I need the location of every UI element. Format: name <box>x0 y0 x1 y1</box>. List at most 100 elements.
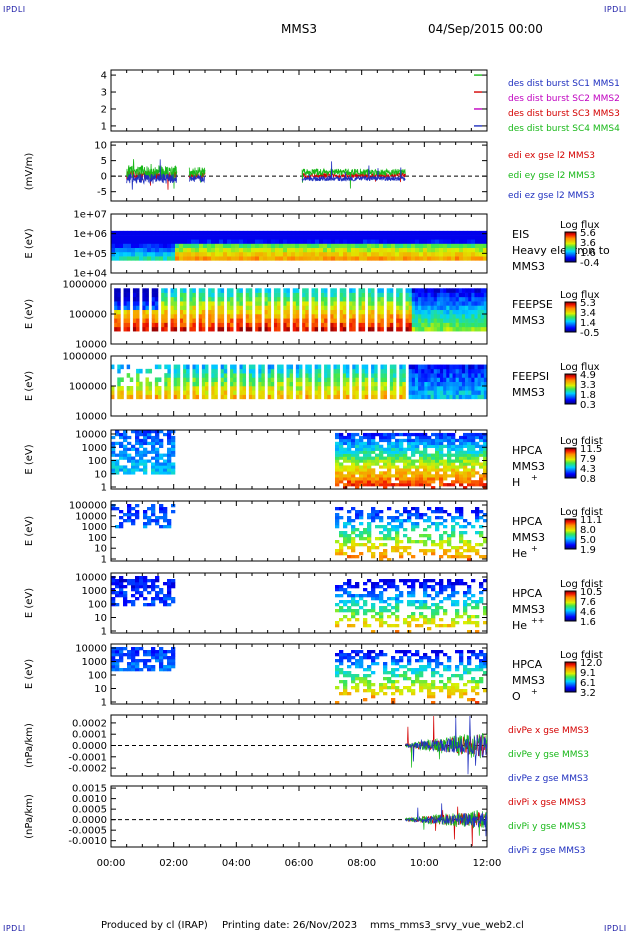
hpca_o-cell <box>359 656 364 660</box>
hpca_he-cell <box>387 528 392 532</box>
feepse-cell <box>380 322 384 328</box>
feepsi-cell <box>443 381 447 387</box>
hpca_hepp-colorbar-tick: 10.5 <box>580 587 602 598</box>
hpca_hepp-cell <box>383 606 388 610</box>
eis-cell <box>379 256 384 261</box>
hpca_h-cell <box>479 450 484 454</box>
feepsi-cell <box>411 386 416 391</box>
hpca_he-colorbar-cell <box>565 532 576 534</box>
hpca_h-cell <box>171 447 176 451</box>
eis-cell <box>267 256 272 261</box>
hpca_h-species-sup: + <box>531 473 538 482</box>
eis-cell <box>271 251 276 257</box>
eis-cell <box>143 251 148 257</box>
feepse-cell <box>361 296 366 302</box>
hpca_h-cell <box>371 471 376 475</box>
edp-series-line <box>188 167 206 183</box>
feepse-cell <box>164 292 168 298</box>
hpca_h-cell <box>415 444 420 448</box>
eis-cell <box>319 235 324 240</box>
hpca_hepp-cell <box>363 612 368 616</box>
hpca_o-cell <box>423 653 428 657</box>
hpca_h-cell <box>163 465 168 469</box>
feepse-cell <box>132 322 137 328</box>
feepsi-cell <box>308 373 312 378</box>
feepsi-cell <box>393 368 397 374</box>
hpca_h-cell <box>419 438 424 443</box>
hpca_he-cell <box>163 507 168 511</box>
hpca_h-cell <box>463 486 468 490</box>
hpca_h-colorbar-cell <box>565 461 576 463</box>
feepse-cell <box>324 305 328 311</box>
hpca_h-cell <box>431 486 436 490</box>
hpca_h-cell <box>427 471 432 475</box>
feepsi-cell <box>342 390 347 395</box>
hpca_he-cell <box>359 510 364 514</box>
hpca_h-cell <box>111 435 116 440</box>
feepse-cell <box>452 309 456 315</box>
hpca_he-cell <box>119 516 124 520</box>
hpca_he-cell <box>127 519 132 523</box>
hpca_h-cell <box>403 432 408 437</box>
eis-cell <box>271 230 276 236</box>
hpca_hepp-colorbar-cell <box>565 601 576 603</box>
eis-cell <box>411 247 416 253</box>
feepse-cell <box>201 301 206 306</box>
hpca_o-cell <box>351 677 356 681</box>
feepsi-cell <box>214 390 218 395</box>
hpca_o-cell <box>343 686 348 690</box>
feepse-colorbar-cell <box>565 307 576 309</box>
hpca_he-cell <box>159 525 164 529</box>
eis-ytick-label: 1e+05 <box>73 249 107 260</box>
hpca_o-cell <box>151 668 156 672</box>
feepsi-cell <box>465 386 469 391</box>
hpca_h-cell <box>387 474 392 478</box>
feepse-cell <box>411 296 416 302</box>
feepsi-cell <box>402 381 406 387</box>
eis-cell <box>131 256 136 261</box>
feepse-cell <box>126 318 131 323</box>
hpca_h-cell <box>335 456 340 460</box>
feepse-cell <box>136 296 140 302</box>
hpca_h-cell <box>363 474 368 478</box>
hpca_he-cell <box>363 528 368 532</box>
hpca_hepp-colorbar-cell <box>565 615 576 617</box>
eis-cell <box>311 230 316 236</box>
hpca_h-cell <box>367 450 372 454</box>
eis-cell <box>139 230 144 236</box>
eis-cell <box>239 235 244 240</box>
hpca_he-cell <box>339 549 344 553</box>
feepse-cell <box>452 314 456 319</box>
hpca_hepp-cell <box>375 582 380 586</box>
eis-cell <box>315 235 320 240</box>
hpca_o-cell <box>443 683 448 687</box>
feepse-cell <box>220 288 225 293</box>
feepsi-side-label: MMS3 <box>512 386 545 399</box>
feepsi-cell <box>186 364 190 370</box>
feepsi-cell <box>408 386 413 391</box>
hpca_hepp-cell <box>163 597 168 601</box>
hpca_hepp-cell <box>399 591 404 595</box>
hpca_h-cell <box>391 483 396 487</box>
feepse-colorbar-tick: 1.4 <box>580 318 596 329</box>
hpca_he-cell <box>431 549 436 553</box>
hpca_h-cell <box>143 468 148 472</box>
feepse-cell <box>342 322 347 328</box>
eis-cell <box>439 243 444 249</box>
hpca_o-cell <box>355 665 360 669</box>
hpca_hepp-colorbar-cell <box>565 596 576 598</box>
feepse-cell <box>427 318 431 323</box>
hpca_h-cell <box>479 483 484 487</box>
eis-cell <box>351 243 356 249</box>
feepsi-cell <box>173 377 178 383</box>
hpca_hepp-cell <box>455 591 460 595</box>
feepse-cell <box>339 292 344 298</box>
hpca_he-cell <box>439 537 444 541</box>
feepsi-cell <box>176 364 181 370</box>
hpca_he-cell <box>171 510 176 514</box>
feepsi-cell <box>374 394 378 400</box>
hpca_h-cell <box>451 465 456 469</box>
hpca_hepp-cell <box>411 588 416 592</box>
feepse-cell <box>386 296 391 302</box>
feepsi-cell <box>242 381 247 387</box>
